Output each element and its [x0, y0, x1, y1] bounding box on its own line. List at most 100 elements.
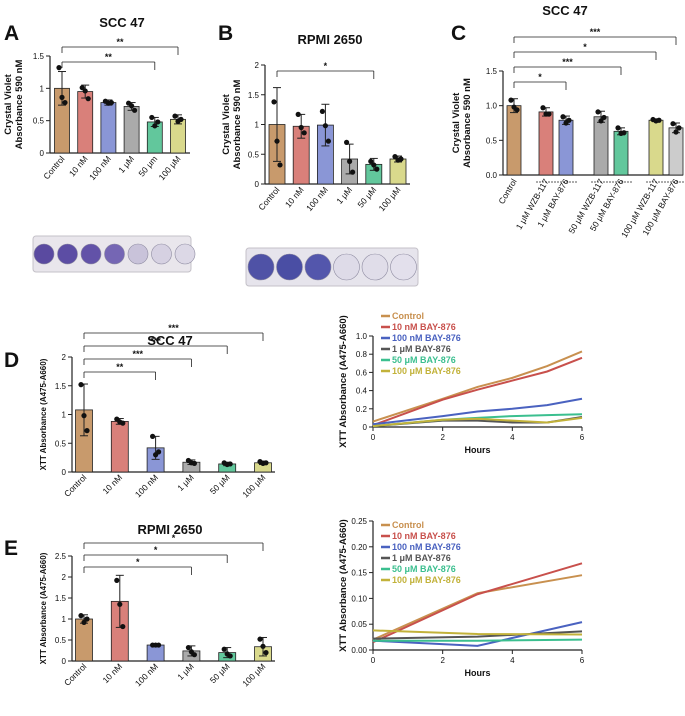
panel-label-b: B: [218, 22, 233, 45]
data-point: [398, 156, 404, 162]
y-tick-label: 1: [255, 121, 260, 130]
y-axis-label: XTT Absorbance (A475-A660): [39, 358, 48, 470]
legend-entry: 100 μM BAY-876: [392, 366, 461, 376]
data-point: [347, 158, 353, 164]
y-tick-label: 0.4: [356, 387, 368, 396]
data-point: [319, 108, 325, 115]
bar-chart-d: SCC 47 0 0.5 1 1.5 2 XTT Absorbance (A475-A660…: [39, 323, 275, 500]
bar-chart-b: RPMI 2650 0 0.5 1 1.5 2 Crystal VioletAbsorban…: [221, 32, 410, 213]
y-tick-label: 0: [40, 149, 45, 158]
data-point: [82, 88, 88, 94]
category-label: 1 μM: [334, 185, 354, 206]
legend-entry: 10 nM BAY-876: [392, 531, 456, 541]
y-axis-label: Crystal VioletAbsorbance 590 nM: [221, 80, 243, 170]
data-point: [540, 105, 546, 111]
series-line: [372, 416, 583, 428]
x-tick-label: 2: [440, 433, 445, 442]
data-point: [371, 162, 377, 168]
significance-label: *: [136, 557, 140, 567]
data-point: [656, 117, 662, 123]
data-point: [221, 646, 227, 652]
plate-well: [361, 253, 389, 281]
bar: [613, 130, 629, 176]
plate-well: [390, 253, 417, 281]
bar-chart-e: RPMI 2650 0 0.5 1 1.5 2 2.5 XTT Absorbance (A47…: [39, 522, 275, 689]
data-point: [374, 166, 380, 172]
y-tick-label: 2.5: [55, 552, 67, 561]
y-tick-label: 0.0: [486, 171, 498, 180]
chart-title: SCC 47: [99, 15, 145, 30]
y-tick-label: 0.6: [356, 368, 368, 377]
category-label: 100 nM: [87, 154, 113, 182]
y-tick-label: 1.0: [486, 102, 498, 111]
data-point: [392, 154, 398, 160]
data-point: [108, 99, 114, 106]
legend-entry: 100 μM BAY-876: [392, 575, 461, 585]
y-axis-label: XTT Absorbance (A475-A660): [338, 315, 349, 448]
plate-well: [247, 253, 275, 281]
bar: [170, 118, 186, 154]
data-point: [129, 103, 135, 109]
category-label: Control: [41, 154, 66, 182]
category-label: Control: [256, 185, 281, 213]
data-point: [56, 65, 62, 71]
x-axis-label: Hours: [464, 668, 490, 678]
significance-label: ***: [150, 336, 161, 346]
y-tick-label: 1: [40, 84, 45, 93]
line-chart-d-line: 0 0.2 0.4 0.6 0.8 1.0 0 2 4 6 Hours XTT Absorbance …: [338, 311, 585, 455]
panel-label-a: A: [4, 22, 19, 45]
plate-well: [33, 243, 55, 265]
significance-label: ***: [562, 57, 573, 67]
plate-well: [80, 243, 102, 265]
x-tick-label: 0: [371, 656, 376, 665]
data-point: [227, 461, 233, 467]
bar: [110, 420, 129, 473]
series-line: [372, 562, 583, 644]
data-point: [566, 117, 572, 123]
bar: [506, 105, 522, 176]
data-point: [595, 109, 601, 115]
category-label: 10 nM: [283, 185, 306, 210]
significance-label: **: [116, 362, 124, 372]
y-tick-label: 0.8: [356, 350, 368, 359]
data-point: [271, 99, 277, 105]
legend-entry: Control: [392, 311, 424, 321]
x-tick-label: 4: [510, 656, 515, 665]
data-point: [301, 130, 307, 136]
chart-title: SCC 47: [147, 333, 193, 348]
category-label: 1 μM: [116, 154, 136, 175]
crystal-violet-plate-image-b: [245, 247, 419, 287]
bar: [123, 106, 140, 154]
data-point: [132, 107, 138, 113]
panel-label-c: C: [451, 22, 466, 45]
data-point: [368, 158, 374, 164]
plate-well: [276, 253, 303, 281]
series-line: [372, 397, 583, 426]
plate-well: [104, 243, 125, 265]
data-point: [155, 119, 161, 125]
category-label: 50 μM: [208, 472, 232, 496]
series-line: [372, 356, 583, 427]
x-tick-label: 2: [440, 656, 445, 665]
data-point: [114, 577, 120, 583]
data-point: [322, 123, 328, 129]
data-point: [263, 460, 269, 466]
y-tick-label: 2: [62, 353, 67, 362]
bar: [593, 116, 609, 176]
y-tick-label: 1.0: [356, 332, 368, 341]
chart-title: SCC 47: [542, 3, 588, 18]
data-point: [598, 118, 604, 124]
y-tick-label: 0.15: [351, 569, 367, 578]
data-point: [350, 169, 356, 175]
data-point: [560, 114, 566, 120]
series-line: [372, 629, 583, 636]
category-label: 100 nM: [133, 661, 160, 688]
bar: [75, 618, 93, 662]
legend-entry: 1 μM BAY-876: [392, 553, 451, 563]
legend-entry: 10 nM BAY-876: [392, 322, 456, 332]
category-label: 1 μM: [175, 661, 196, 682]
y-tick-label: 0.2: [356, 405, 368, 414]
category-label: Control: [496, 177, 518, 206]
bar-chart-a: SCC 47 0 0.5 1 1.5 Crystal VioletAbsorbance 5…: [3, 15, 190, 182]
